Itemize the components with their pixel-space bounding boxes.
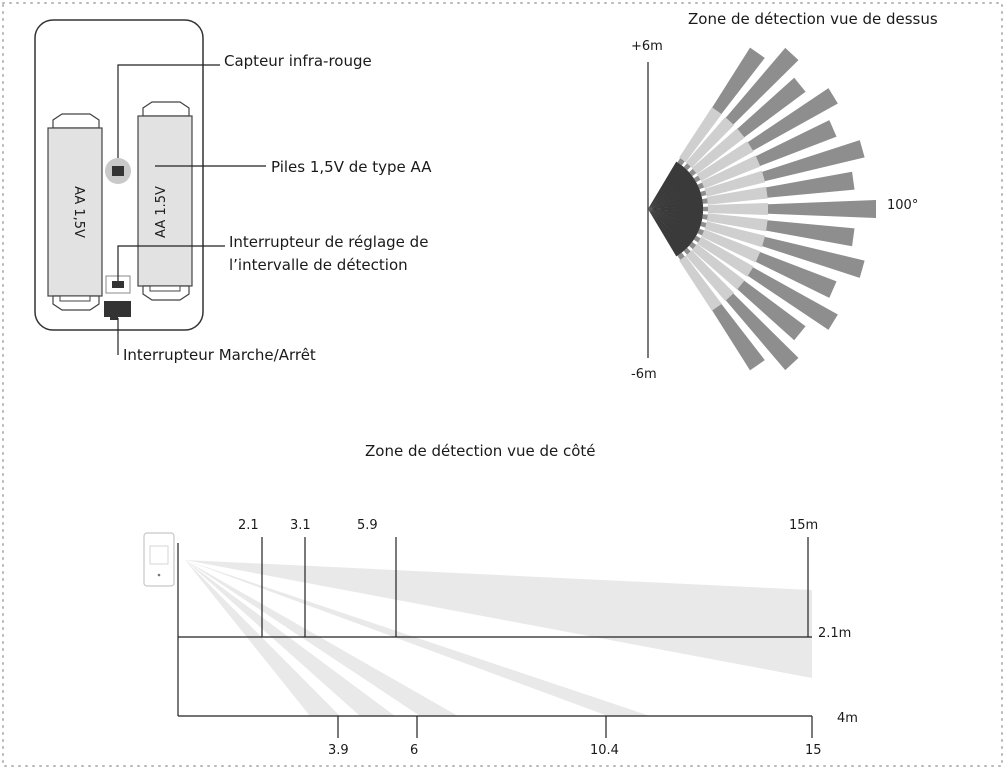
top-view-top-label: +6m (631, 39, 663, 54)
top-view-title: Zone de détection vue de dessus (688, 10, 938, 28)
side-view-axes (177, 537, 813, 738)
side-bottom-mark-3-9: 3.9 (328, 743, 349, 758)
callout-sensor: Capteur infra-rouge (224, 52, 372, 70)
battery-left-label: AA 1,5V (71, 186, 86, 238)
top-view-bottom-label: -6m (631, 367, 657, 382)
battery-icon: AA 1,5V (47, 113, 103, 311)
top-view-angle-label: 100° (887, 198, 918, 213)
detection-ray (648, 209, 865, 278)
detection-ray (648, 209, 837, 298)
detection-ray (648, 47, 799, 209)
battery-icon: AA 1.5V (137, 101, 193, 301)
detection-ray (648, 209, 806, 341)
detection-ray (648, 209, 765, 371)
detection-ray (648, 120, 837, 209)
battery-right-label: AA 1.5V (154, 186, 169, 238)
side-top-mark-5-9: 5.9 (357, 518, 378, 533)
side-top-mark-15m: 15m (789, 518, 818, 533)
side-beam (185, 560, 458, 716)
callout-interval-line1: Interrupteur de réglage de (229, 233, 428, 251)
detection-ray (648, 209, 838, 330)
infrared-sensor-icon (105, 158, 131, 184)
side-top-mark-3-1: 3.1 (290, 518, 311, 533)
callout-power: Interrupteur Marche/Arrêt (123, 346, 316, 364)
detection-ray (648, 47, 765, 209)
side-floor-label: 4m (837, 711, 858, 726)
side-beam (185, 560, 395, 716)
side-beam (185, 560, 650, 716)
side-height-label: 2.1m (818, 626, 851, 641)
callout-batteries: Piles 1,5V de type AA (271, 158, 432, 176)
device-back-view: AA 1,5V AA 1.5V (34, 19, 204, 331)
side-bottom-mark-15: 15 (805, 743, 822, 758)
detection-ray (648, 77, 806, 210)
detection-fan (648, 47, 876, 371)
top-view-diagram: Zone de détection vue de dessus +6m -6m … (631, 10, 938, 382)
side-view-beams (185, 560, 812, 716)
side-view-title: Zone de détection vue de côté (365, 442, 596, 460)
callout-lines (117, 64, 266, 355)
side-beam (185, 560, 340, 716)
side-bottom-mark-6: 6 (410, 743, 418, 758)
detection-ray (648, 88, 838, 210)
detection-ray (648, 209, 799, 371)
callout-interval-line2: l’intervalle de détection (229, 256, 408, 274)
side-beam (185, 560, 812, 678)
power-switch-icon (104, 301, 131, 320)
side-bottom-mark-10-4: 10.4 (590, 743, 619, 758)
detection-ray (648, 140, 865, 209)
detection-ray (648, 200, 876, 218)
side-view-diagram: Zone de détection vue de côté (143, 442, 858, 758)
motion-sensor-device-icon (143, 532, 175, 587)
side-top-mark-2-1: 2.1 (238, 518, 259, 533)
